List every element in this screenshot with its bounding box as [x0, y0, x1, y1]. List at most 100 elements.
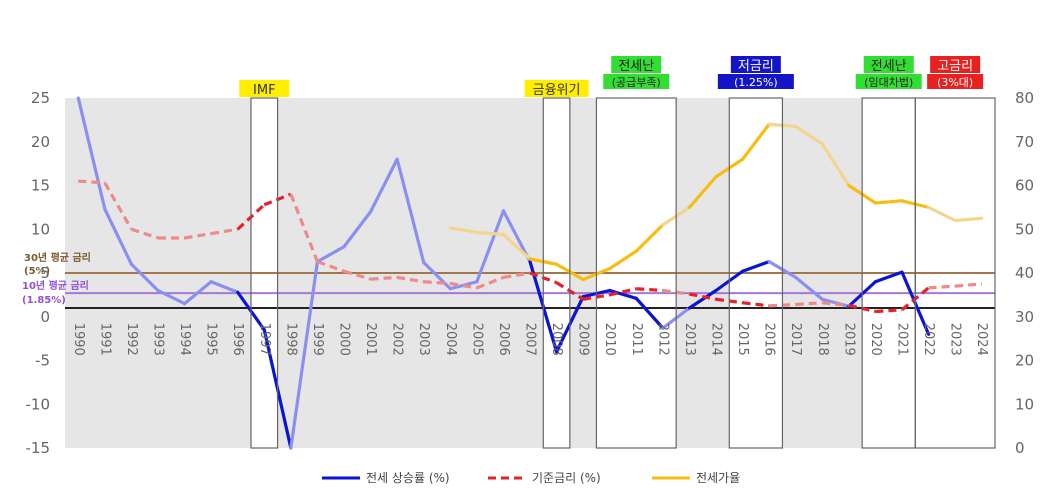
series-1-segment-15 [476, 275, 505, 290]
series-2-segment-21 [634, 223, 665, 253]
annotation-label-5: 고금리 (3%대) [927, 56, 984, 89]
annotation-box-3 [728, 97, 784, 449]
series-0-segment-23 [687, 288, 718, 310]
x-tick-32: 2022 [921, 323, 936, 356]
series-1-segment-27 [795, 301, 823, 307]
annotation-title-4: 전세난 [871, 59, 907, 74]
annotation-sub-bg-3 [717, 74, 794, 89]
series-1-segment-25 [742, 301, 770, 308]
series-0-segment-25 [740, 260, 771, 273]
series-layer [76, 96, 984, 450]
series-2-segment-16 [501, 232, 532, 261]
x-tick-18: 2008 [549, 323, 564, 356]
series-0-segment-15 [475, 209, 506, 284]
series-0-segment-3 [156, 288, 187, 306]
series-1-segment-23 [689, 292, 717, 301]
legend-label-0: 전세 상승률 (%) [366, 471, 450, 485]
series-1-segment-4 [184, 232, 212, 240]
x-tick-22: 2012 [655, 323, 670, 356]
annotation-sub-bg-5 [927, 74, 984, 89]
series-2-segment-33 [953, 216, 984, 223]
series-1-segment-13 [423, 280, 451, 286]
series-0-segment-5 [209, 280, 240, 294]
x-tick-9: 1999 [310, 323, 325, 356]
right-tick-1: 70 [1015, 133, 1034, 151]
x-tick-33: 2023 [948, 323, 963, 356]
annotation-title-3: 저금리 [738, 59, 774, 74]
left-tick-0: 25 [31, 89, 50, 107]
x-tick-6: 1996 [230, 323, 245, 356]
series-1-segment-28 [822, 301, 850, 307]
x-tick-26: 2016 [762, 323, 777, 356]
annotation-sub-2: (공급부족) [612, 76, 661, 89]
annotation-label-bg-3 [730, 56, 781, 73]
annotation-label-4: 전세난 (임대차법) [855, 56, 922, 89]
series-0-segment-13 [422, 260, 452, 291]
series-1-segment-12 [396, 275, 424, 284]
x-tick-12: 2002 [390, 323, 405, 356]
series-0-segment-10 [342, 210, 373, 249]
x-tick-20: 2010 [602, 323, 617, 356]
annotation-label-bg-2 [611, 56, 662, 73]
x-tick-16: 2006 [496, 323, 511, 356]
series-1-segment-5 [210, 227, 238, 236]
x-tick-17: 2007 [523, 323, 538, 356]
x-tick-2: 1992 [124, 323, 139, 356]
left-tick-7: -10 [26, 395, 51, 413]
annotation-sub-5: (3%대) [937, 76, 973, 89]
series-2-segment-20 [608, 249, 638, 271]
series-0-segment-12 [395, 157, 426, 265]
right-tick-2: 60 [1015, 177, 1034, 195]
annotation-title-2: 전세난 [618, 59, 654, 74]
right-tick-5: 30 [1015, 308, 1034, 326]
annotation-box-5 [914, 97, 996, 449]
annotation-label-3: 저금리 (1.25%) [717, 56, 794, 89]
reference-label-10y: 10년 평균 금리 [22, 279, 89, 292]
series-0-segment-20 [608, 288, 638, 300]
annotation-label-0: IMF [239, 80, 290, 98]
series-0-segment-27 [794, 275, 824, 301]
right-tick-0: 80 [1015, 89, 1034, 107]
annotation-sub-3: (1.25%) [734, 76, 778, 89]
left-tick-2: 15 [31, 177, 50, 195]
right-tick-4: 40 [1015, 264, 1034, 282]
series-1-segment-33 [955, 282, 982, 288]
annotation-sub-bg-4 [855, 74, 922, 89]
annotation-title-0: IMF [253, 83, 276, 98]
x-tick-15: 2005 [469, 323, 484, 356]
series-2-segment-15 [475, 230, 506, 237]
x-tick-5: 1995 [204, 323, 219, 356]
annotation-sub-bg-2 [603, 74, 670, 89]
left-tick-6: -5 [35, 352, 50, 370]
left-tick-3: 10 [31, 220, 50, 238]
series-1-segment-21 [636, 287, 663, 293]
left-tick-5: 0 [40, 308, 50, 326]
annotation-box-2 [595, 97, 677, 449]
series-1-segment-9 [316, 260, 345, 273]
x-tick-8: 1998 [283, 323, 298, 356]
left-tick-8: -15 [26, 439, 51, 457]
annotation-label-1: 금융위기 [524, 80, 589, 98]
reference-value-30y: (5%) [24, 266, 50, 277]
series-2-segment-23 [687, 175, 718, 209]
x-tick-25: 2015 [735, 323, 750, 356]
annotation-label-2: 전세난 (공급부족) [603, 56, 670, 89]
left-tick-4: 5 [40, 264, 50, 282]
x-tick-10: 2000 [337, 323, 352, 356]
series-1-segment-16 [503, 271, 531, 279]
annotation-label-bg-5 [930, 56, 981, 73]
reference-label-30y: 30년 평균 금리 [24, 251, 91, 264]
x-tick-30: 2020 [868, 323, 883, 356]
x-tick-21: 2011 [629, 323, 644, 356]
annotation-label-bg-1 [524, 80, 589, 97]
legend: 전세 상승률 (%) 기준금리 (%) 전세가율 [322, 471, 740, 485]
right-tick-8: 0 [1015, 439, 1025, 457]
legend-label-2: 전세가율 [696, 471, 740, 485]
series-0-segment-0 [76, 96, 107, 211]
x-tick-1: 1991 [97, 323, 112, 356]
x-tick-7: 1997 [257, 323, 272, 356]
series-0-segment-8 [289, 260, 320, 450]
series-0-segment-2 [129, 262, 160, 293]
x-tick-28: 2018 [815, 323, 830, 356]
